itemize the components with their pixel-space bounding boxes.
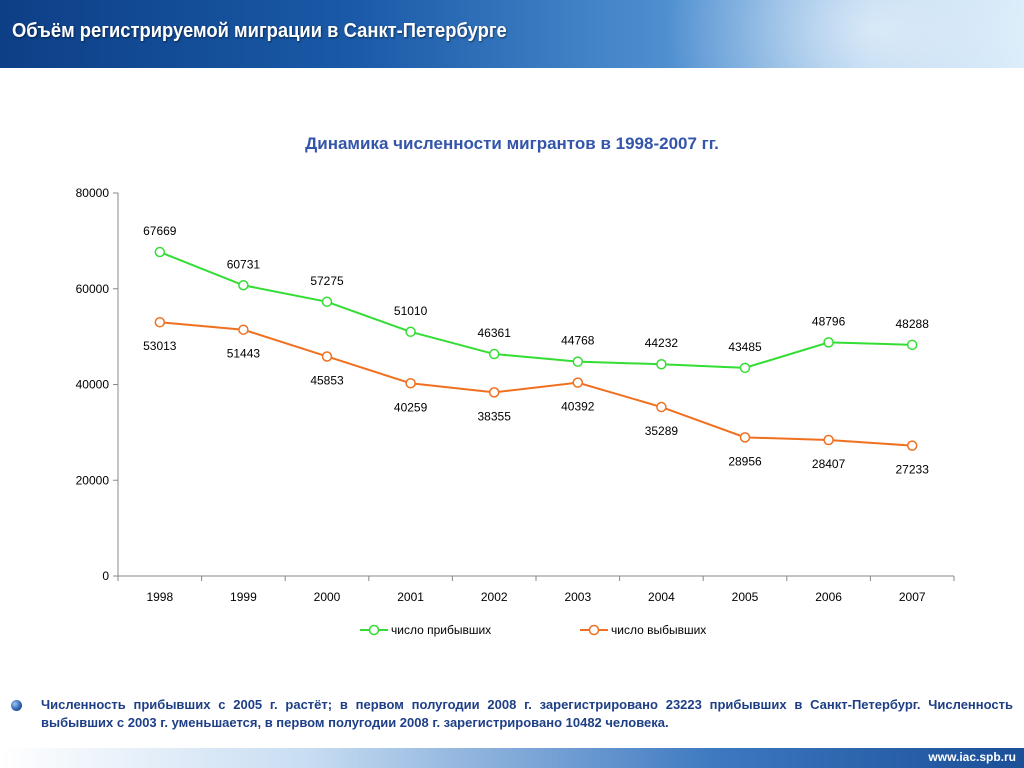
- data-label: 40392: [561, 400, 595, 414]
- series-line-2: [159, 321, 913, 447]
- data-point: [656, 358, 667, 370]
- x-tick-label: 2007: [899, 590, 926, 604]
- data-label: 51443: [227, 347, 261, 361]
- data-label: 67669: [143, 224, 177, 238]
- data-label: 44768: [561, 334, 595, 348]
- x-tick-label: 1999: [230, 590, 257, 604]
- data-label: 28407: [812, 457, 846, 471]
- data-point: [154, 246, 166, 258]
- data-point: [906, 339, 918, 351]
- data-point: [572, 377, 584, 388]
- series-line-1: [159, 251, 913, 369]
- footer-url: www.iac.spb.ru: [928, 750, 1016, 764]
- data-label: 53013: [143, 339, 177, 353]
- data-point: [238, 324, 249, 335]
- legend-label: число прибывших: [391, 623, 491, 637]
- chart-title: Динамика численности мигрантов в 1998-20…: [305, 134, 719, 153]
- data-point: [238, 280, 249, 291]
- legend-swatch-marker: [368, 624, 380, 636]
- data-label: 38355: [478, 409, 512, 423]
- y-tick-label: 20000: [76, 473, 110, 487]
- data-point: [321, 296, 333, 308]
- y-tick-label: 80000: [76, 186, 110, 200]
- data-point: [154, 316, 166, 328]
- x-tick-label: 2005: [732, 590, 759, 604]
- x-tick-label: 2004: [648, 590, 675, 604]
- line-chart: 0 20000 40000 60000 80000 1998 1999 2000 2001 200…: [76, 186, 955, 637]
- data-point: [656, 401, 667, 413]
- summary-note: Численность прибывших с 2005 г. растёт; …: [41, 697, 1013, 730]
- y-tick-label: 40000: [76, 378, 110, 392]
- bullet-icon: [11, 700, 22, 711]
- legend-swatch-marker: [588, 624, 600, 636]
- header-banner: Объём регистрируемой миграции в Санкт-Пе…: [0, 0, 1024, 68]
- data-label: 40259: [394, 400, 428, 414]
- data-label: 46361: [478, 326, 512, 340]
- data-point: [405, 326, 416, 338]
- data-point: [739, 362, 751, 374]
- data-point: [823, 337, 834, 348]
- header-decoration: [664, 0, 1024, 68]
- data-point: [906, 440, 918, 451]
- footer-bar: www.iac.spb.ru: [0, 748, 1024, 768]
- y-tick-label: 0: [102, 569, 109, 583]
- data-label: 45853: [310, 373, 344, 387]
- data-label: 43485: [728, 340, 762, 354]
- x-tick-label: 2001: [397, 590, 424, 604]
- data-label: 48796: [812, 314, 846, 328]
- data-point: [572, 356, 584, 367]
- data-label: 44232: [645, 336, 679, 350]
- data-point: [823, 434, 834, 446]
- x-tick-label: 2000: [314, 590, 341, 604]
- y-tick-label: 60000: [76, 282, 110, 296]
- data-label: 48288: [896, 317, 930, 331]
- data-label: 57275: [310, 274, 344, 288]
- data-label: 28956: [728, 454, 762, 468]
- slide-title: Объём регистрируемой миграции в Санкт-Пе…: [12, 20, 507, 42]
- x-tick-label: 2002: [481, 590, 508, 604]
- data-point: [405, 378, 416, 389]
- data-point: [488, 348, 500, 360]
- x-tick-label: 2006: [815, 590, 842, 604]
- x-tick-label: 1998: [146, 590, 173, 604]
- legend-label: число выбывших: [611, 623, 706, 637]
- data-label: 60731: [227, 257, 261, 271]
- data-label: 51010: [394, 304, 428, 318]
- x-tick-label: 2003: [564, 590, 591, 604]
- data-label: 27233: [896, 463, 930, 477]
- data-point: [488, 387, 500, 398]
- data-point: [321, 351, 333, 362]
- data-label: 35289: [645, 424, 679, 438]
- data-point: [739, 432, 751, 443]
